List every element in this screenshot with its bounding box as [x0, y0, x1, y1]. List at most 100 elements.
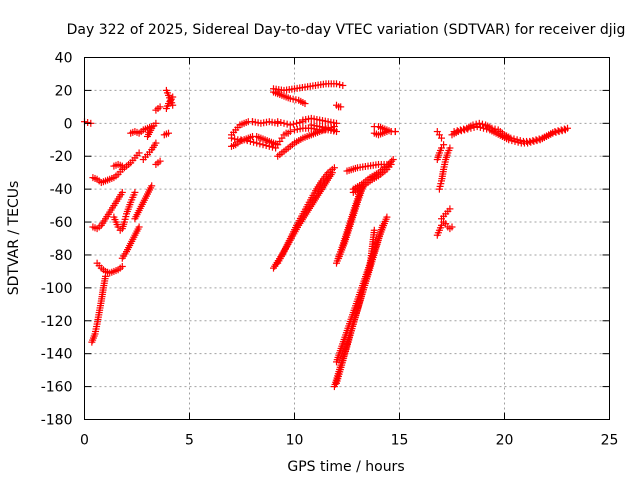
data-point: [253, 139, 261, 147]
data-point: [510, 135, 518, 143]
y-tick-label: -40: [50, 182, 73, 198]
data-point: [448, 223, 456, 231]
data-point: [293, 119, 301, 127]
data-point: [301, 100, 309, 108]
data-point: [243, 137, 251, 145]
axis-ticks: 40 20 0 -20 -40 -60 -80 -100 -120 -140 -160 -180 0 5 1…: [41, 51, 619, 449]
x-tick-label: 10: [286, 433, 304, 449]
data-point: [152, 139, 160, 147]
data-point: [438, 134, 445, 142]
data-point: [262, 142, 270, 150]
data-point: [256, 140, 264, 148]
data-point: [165, 129, 172, 137]
data-point: [250, 138, 258, 146]
y-tick-label: -20: [50, 149, 73, 165]
data-point: [118, 262, 126, 270]
data-point: [383, 213, 391, 221]
data-point: [274, 118, 282, 126]
data-point: [440, 141, 448, 149]
data-point: [152, 119, 160, 127]
data-point: [370, 226, 378, 234]
x-tick-label: 20: [496, 433, 514, 449]
data-point: [277, 118, 285, 126]
data-point: [259, 141, 267, 149]
data-point: [456, 126, 464, 134]
y-tick-label: 0: [64, 116, 73, 132]
data-point: [551, 128, 559, 136]
y-tick-label: -100: [41, 281, 73, 297]
y-tick-label: 40: [55, 51, 73, 67]
data-point: [328, 169, 336, 177]
data-point: [564, 124, 571, 132]
data-point: [475, 119, 483, 127]
x-tick-label: 15: [391, 433, 409, 449]
data-point: [336, 81, 344, 89]
data-point: [156, 103, 164, 111]
data-point: [532, 136, 540, 144]
data-point: [557, 126, 565, 134]
data-point: [118, 162, 126, 170]
data-point: [446, 205, 454, 213]
data-point: [554, 127, 562, 135]
data-point: [330, 164, 338, 172]
x-tick-label: 5: [185, 433, 194, 449]
data-point: [453, 127, 461, 135]
data-point: [240, 136, 248, 144]
data-point: [135, 223, 143, 231]
y-axis-label: SDTVAR / TECUs: [6, 181, 22, 296]
y-tick-label: -120: [41, 314, 73, 330]
data-point: [286, 121, 294, 129]
data-point: [283, 120, 291, 128]
data-point: [231, 135, 239, 143]
data-point: [169, 101, 177, 109]
data-point: [386, 159, 394, 167]
data-point: [446, 144, 454, 152]
data-point: [327, 123, 335, 131]
data-point: [526, 137, 534, 145]
x-axis-label: GPS time / hours: [287, 459, 404, 475]
chart-title: Day 322 of 2025, Sidereal Day-to-day VTE…: [67, 22, 626, 38]
data-point: [460, 125, 468, 133]
data-point: [156, 157, 164, 165]
y-tick-label: 20: [55, 83, 73, 99]
plot-frame: [84, 57, 610, 420]
data-point: [339, 81, 347, 89]
grid: [84, 57, 610, 420]
data-point: [513, 136, 521, 144]
data-point: [491, 125, 499, 133]
data-point: [286, 128, 294, 136]
data-point: [118, 188, 126, 196]
data-point: [469, 121, 477, 129]
x-tick-label: 25: [601, 433, 619, 449]
data-point: [272, 144, 280, 152]
data-point: [148, 182, 156, 190]
x-tick-label: 0: [80, 433, 89, 449]
data-marks: [81, 80, 571, 391]
data-point: [289, 120, 297, 128]
y-tick-label: -60: [50, 215, 73, 231]
data-point: [507, 134, 515, 142]
data-point: [488, 124, 496, 132]
data-point: [246, 137, 254, 145]
data-point: [529, 137, 537, 145]
data-point: [389, 156, 397, 164]
data-point: [333, 80, 340, 88]
data-point: [324, 124, 332, 132]
data-point: [516, 137, 524, 145]
data-point: [330, 123, 338, 131]
y-tick-label: -160: [41, 380, 73, 396]
data-point: [131, 188, 139, 196]
data-point: [135, 149, 143, 157]
data-point: [387, 160, 395, 168]
data-point: [280, 119, 288, 127]
y-tick-label: -180: [41, 413, 73, 429]
data-point: [535, 135, 543, 143]
data-point: [268, 143, 276, 151]
data-point: [450, 128, 458, 136]
data-point: [337, 103, 345, 111]
data-point: [560, 125, 568, 133]
data-point: [472, 120, 480, 128]
y-tick-label: -140: [41, 347, 73, 363]
data-point: [265, 142, 273, 150]
